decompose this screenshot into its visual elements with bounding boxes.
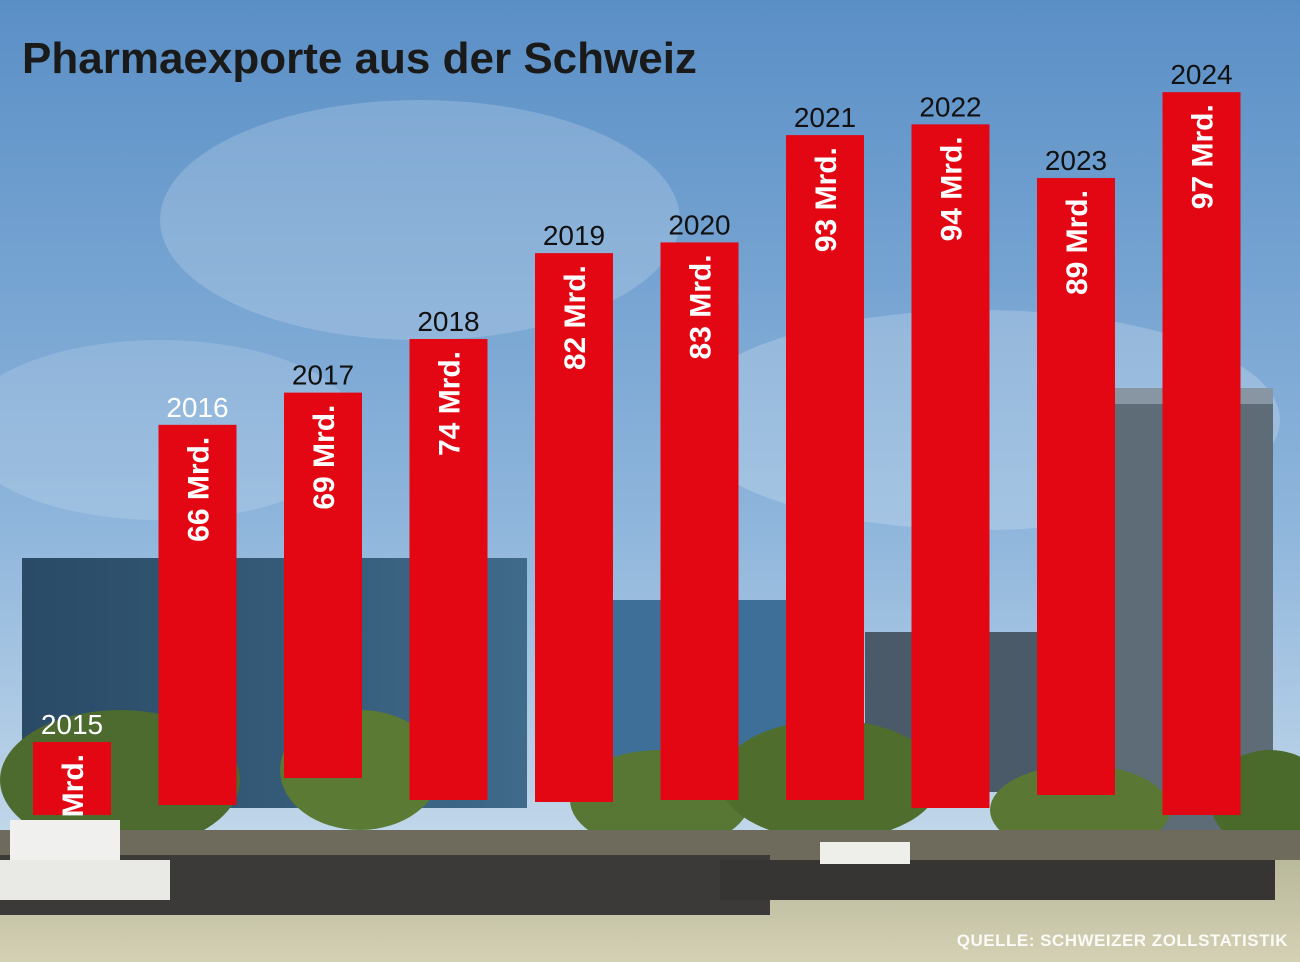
year-label-2022: 2022 bbox=[919, 91, 981, 122]
bar-group: 2015 Mrd. 2016 66 Mrd. 2017 69 Mrd. 2018 74 Mrd… bbox=[33, 59, 1241, 817]
bar-2020 bbox=[660, 242, 739, 800]
year-label-2019: 2019 bbox=[543, 220, 605, 251]
value-label-2015: Mrd. bbox=[57, 754, 90, 817]
value-label-2017: 69 Mrd. bbox=[308, 405, 341, 510]
chart-title: Pharmaexporte aus der Schweiz bbox=[22, 34, 697, 83]
bar-2024 bbox=[1162, 92, 1241, 815]
year-label-2016: 2016 bbox=[166, 392, 228, 423]
bar-2019 bbox=[535, 253, 613, 802]
value-label-2024: 97 Mrd. bbox=[1187, 104, 1220, 209]
year-label-2017: 2017 bbox=[292, 360, 354, 391]
bar-2023 bbox=[1037, 178, 1115, 795]
year-label-2018: 2018 bbox=[417, 306, 479, 337]
value-label-2022: 94 Mrd. bbox=[936, 136, 969, 241]
year-label-2020: 2020 bbox=[668, 209, 730, 240]
year-label-2024: 2024 bbox=[1170, 59, 1232, 90]
year-label-2023: 2023 bbox=[1045, 145, 1107, 176]
bar-2021 bbox=[786, 135, 864, 801]
value-label-2016: 66 Mrd. bbox=[183, 437, 216, 542]
bar-2022 bbox=[911, 124, 990, 808]
value-label-2019: 82 Mrd. bbox=[559, 265, 592, 370]
bar-2015 bbox=[33, 742, 111, 815]
bar-2018 bbox=[409, 338, 488, 800]
value-label-2021: 93 Mrd. bbox=[810, 147, 843, 252]
year-label-2015: 2015 bbox=[41, 709, 103, 740]
value-label-2020: 83 Mrd. bbox=[685, 254, 718, 359]
bar-2016 bbox=[158, 424, 237, 805]
bar-2017 bbox=[284, 392, 362, 778]
value-label-2023: 89 Mrd. bbox=[1061, 190, 1094, 295]
source-label: QUELLE: SCHWEIZER ZOLLSTATISTIK bbox=[957, 931, 1288, 950]
value-label-2018: 74 Mrd. bbox=[434, 351, 467, 456]
year-label-2021: 2021 bbox=[794, 102, 856, 133]
